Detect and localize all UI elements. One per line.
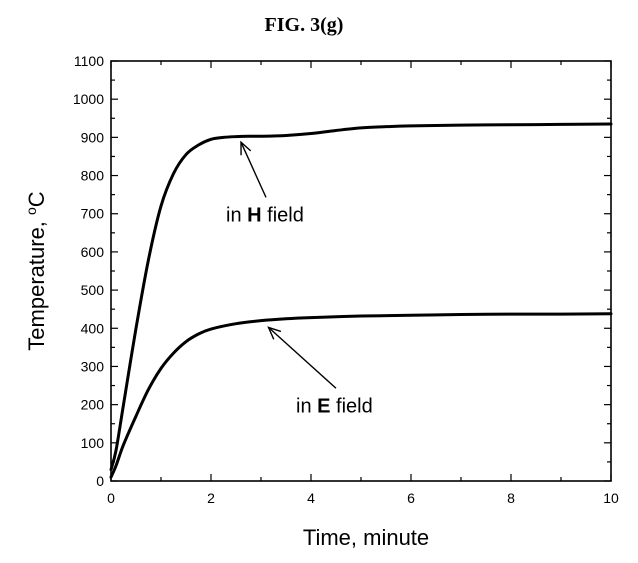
y-tick-label: 900 bbox=[81, 129, 105, 145]
series-line-2 bbox=[109, 312, 613, 479]
x-axis-ticks: 0 2 4 6 8 10 bbox=[107, 61, 619, 506]
annotation-label-2: in E field bbox=[296, 395, 373, 417]
x-axis-title: Time, minute bbox=[303, 525, 429, 550]
x-tick-label: 10 bbox=[603, 490, 619, 506]
x-tick-label: 8 bbox=[507, 490, 515, 506]
y-axis-title-unit: C bbox=[24, 191, 49, 207]
y-axis-ticks: 0 100 200 300 400 500 600 700 800 900 1000 1100 bbox=[73, 53, 611, 489]
y-tick-label: 400 bbox=[81, 320, 105, 336]
annotation-label-field-letter: E bbox=[317, 395, 330, 417]
y-axis-title: Temperature, oC bbox=[23, 191, 49, 351]
y-tick-label: 600 bbox=[81, 244, 105, 260]
annotation-arrowhead-2 bbox=[267, 326, 282, 340]
plot-area: 0 100 200 300 400 500 600 700 800 900 1000 1100 0 2 4… bbox=[73, 53, 619, 506]
annotation-arrowhead-1 bbox=[240, 140, 252, 156]
y-tick-label: 1100 bbox=[74, 53, 104, 69]
x-tick-label: 4 bbox=[307, 490, 315, 506]
annotation-label-suffix: field bbox=[262, 204, 304, 226]
annotation-label-1: in H field bbox=[226, 204, 304, 226]
x-tick-label: 0 bbox=[107, 490, 115, 506]
y-tick-label: 300 bbox=[81, 358, 105, 374]
y-tick-label: 800 bbox=[81, 168, 105, 184]
y-tick-label: 1000 bbox=[73, 91, 104, 107]
annotation-arrow-1 bbox=[240, 141, 267, 198]
y-tick-label: 100 bbox=[81, 435, 105, 451]
x-tick-label: 6 bbox=[407, 490, 415, 506]
annotation-label-suffix: field bbox=[330, 395, 372, 417]
y-tick-label: 700 bbox=[81, 206, 105, 222]
y-axis-title-text: Temperature, bbox=[24, 215, 49, 351]
annotation-label-prefix: in bbox=[296, 395, 317, 417]
y-tick-label: 500 bbox=[81, 282, 105, 298]
annotation-label-prefix: in bbox=[226, 204, 247, 226]
x-tick-label: 2 bbox=[207, 490, 215, 506]
figure-title: FIG. 3(g) bbox=[265, 14, 344, 36]
series-layer bbox=[109, 122, 613, 479]
y-tick-label: 200 bbox=[81, 397, 105, 413]
y-tick-label: 0 bbox=[96, 473, 104, 489]
annotation-label-field-letter: H bbox=[247, 204, 261, 226]
annotation-arrow-2 bbox=[268, 326, 337, 389]
y-axis-title-degree: o bbox=[23, 207, 39, 215]
series-line-1 bbox=[109, 122, 613, 472]
